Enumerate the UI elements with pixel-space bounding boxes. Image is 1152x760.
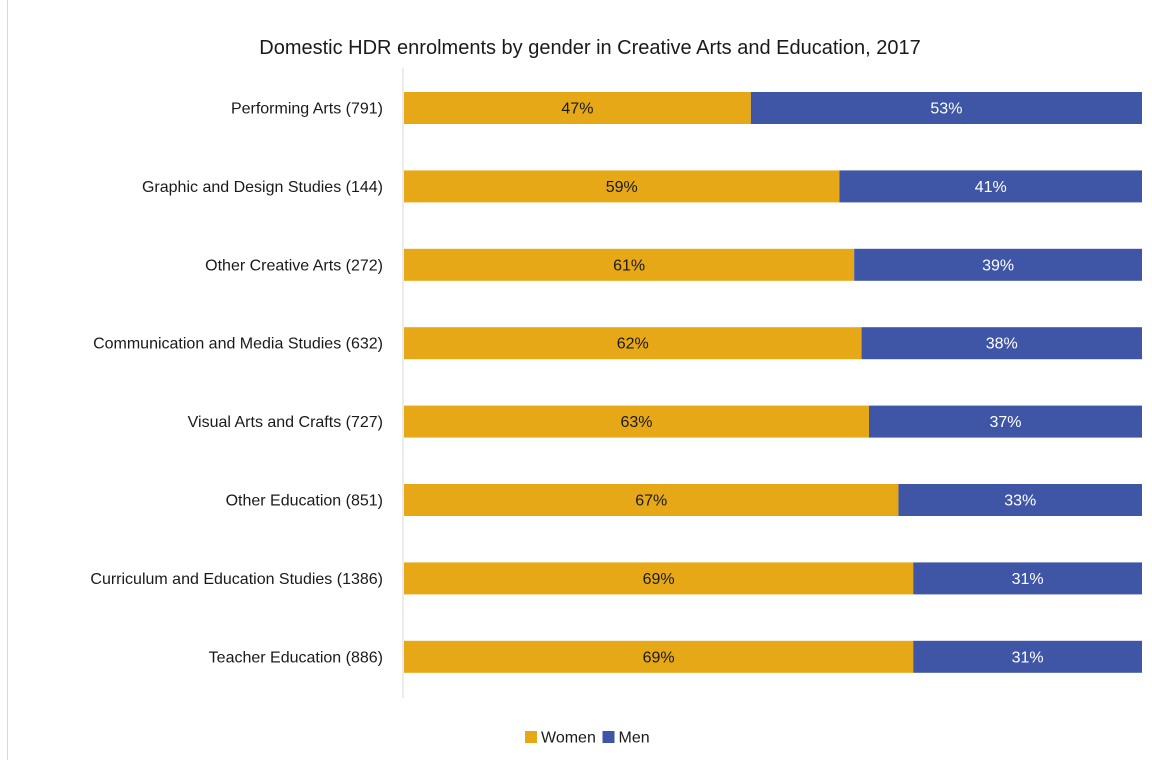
data-label-women: 63% [620,414,652,431]
data-label-women: 59% [606,179,638,196]
bar-segment-women [404,484,899,516]
bar-segment-women [404,92,751,124]
data-label-men: 53% [930,101,962,118]
legend-swatch-women [525,731,537,743]
bar-segment-men [750,92,1142,124]
data-label-women: 61% [613,257,645,274]
bar-segment-men [854,248,1142,281]
data-label-men: 37% [989,414,1021,431]
data-label-men: 31% [1012,571,1044,588]
category-label: Communication and Media Studies (632) [93,336,383,353]
category-label: Visual Arts and Crafts (727) [188,414,383,431]
category-label: Teacher Education (886) [209,649,383,666]
left-border-line [7,0,8,760]
legend-swatch-men [602,731,615,743]
legend-label-women: Women [541,730,596,747]
legend: Women Men [525,730,650,747]
bar-segment-men [839,170,1142,203]
legend-label-men: Men [619,730,650,747]
bar-segment-men [861,327,1142,360]
bar-segment-women [404,248,855,281]
bar-segment-women [404,327,862,360]
data-label-men: 38% [986,336,1018,353]
bar-segment-women [404,405,869,438]
data-label-men: 33% [1004,493,1036,510]
category-label: Other Education (851) [226,493,383,510]
bar-segment-men [898,484,1142,516]
chart-title: Domestic HDR enrolments by gender in Cre… [259,37,920,59]
bar-segment-women [404,170,840,203]
category-label: Other Creative Arts (272) [205,257,383,274]
data-label-women: 67% [635,493,667,510]
data-label-women: 69% [643,649,675,666]
data-label-men: 31% [1012,649,1044,666]
category-label: Graphic and Design Studies (144) [142,179,383,196]
category-label: Performing Arts (791) [231,101,383,118]
data-label-women: 62% [617,336,649,353]
category-label: Curriculum and Education Studies (1386) [90,571,383,588]
data-label-men: 39% [982,257,1014,274]
data-label-women: 69% [643,571,675,588]
data-label-men: 41% [975,179,1007,196]
bar-segment-men [868,405,1142,438]
bar-segment-men [913,640,1142,673]
data-label-women: 47% [561,101,593,118]
bar-segment-women [404,640,914,673]
bars-layer: 47% 53% 59% 41% 61% 39% 62% 38% 63% 37% 67% 33% 69% 3… [404,92,1142,673]
bar-segment-women [404,562,914,595]
category-labels: Performing Arts (791) Graphic and Design … [90,101,383,667]
bar-segment-men [913,562,1142,595]
